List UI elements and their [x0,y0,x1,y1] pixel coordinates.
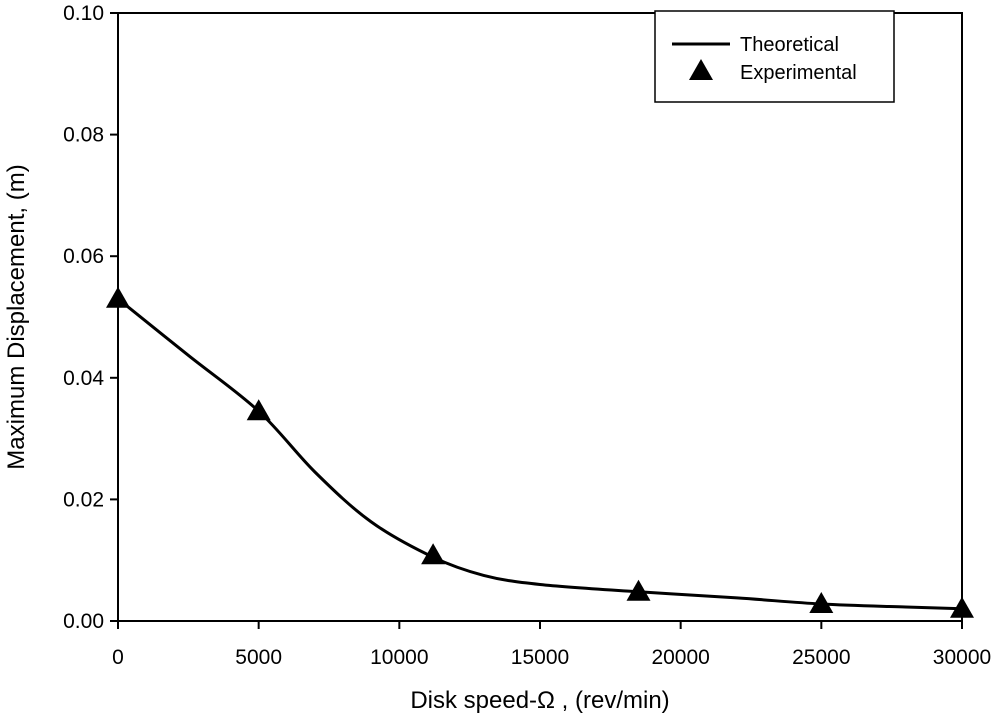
experimental-point [809,592,834,613]
series-layer [106,286,974,618]
plot-frame [117,12,963,622]
x-tick-label: 20000 [651,646,709,669]
y-tick-label: 0.10 [63,2,104,25]
y-tick-label: 0.04 [63,367,104,390]
x-axis-title: Disk speed-Ω , (rev/min) [410,687,669,714]
x-tick-label: 30000 [933,646,991,669]
x-tick-label: 5000 [235,646,282,669]
x-tick-label: 10000 [370,646,428,669]
y-axis-ticks: 0.00 0.02 0.04 0.06 0.08 0.10 [63,2,118,633]
legend-box [654,10,895,103]
experimental-point [626,579,651,601]
experimental-point [421,543,446,565]
y-tick-label: 0.00 [63,610,104,633]
legend-label-theoretical: Theoretical [740,34,839,56]
y-tick-label: 0.08 [63,124,104,147]
x-axis-ticks: 0 5000 10000 15000 20000 25000 30000 [112,621,991,669]
y-tick-label: 0.02 [63,488,104,511]
experimental-point [106,286,130,308]
experimental-point [950,596,974,618]
x-tick-label: 25000 [792,646,850,669]
experimental-point [246,399,271,421]
series-theoretical-line [117,297,963,611]
x-tick-label: 15000 [511,646,569,669]
legend: Theoretical Experimental [654,10,895,103]
y-tick-label: 0.06 [63,245,104,268]
y-axis-title: Maximum Displacement, (m) [3,164,30,469]
legend-triangle-marker [689,59,713,80]
legend-label-experimental: Experimental [740,62,857,84]
x-tick-label: 0 [112,646,124,669]
